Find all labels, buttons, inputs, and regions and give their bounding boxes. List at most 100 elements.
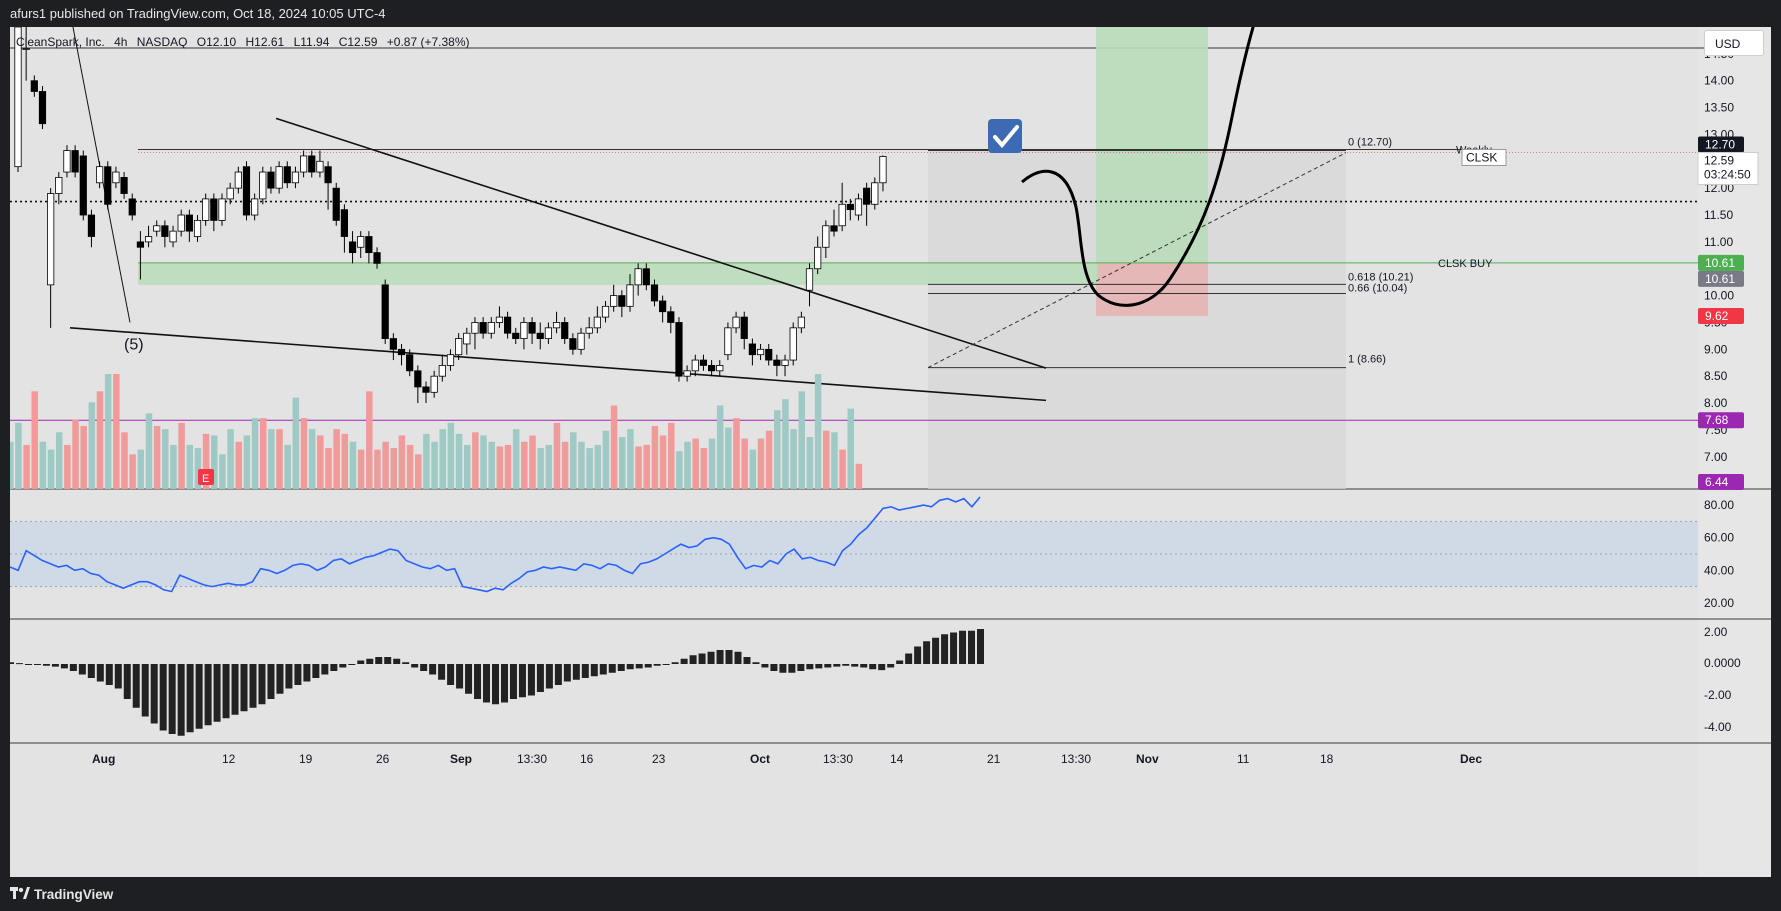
time-tick: Sep [450,752,472,766]
candle [773,359,781,366]
volume-bar [382,441,389,489]
price-axis-label [1698,254,1744,271]
macd-bar [608,664,616,673]
candle [55,177,63,194]
macd-bar [7,662,14,664]
volume-bar [716,405,724,489]
macd-bar [411,664,419,668]
volume-bar [855,463,863,489]
macd-bar [420,664,428,671]
candle [814,246,822,270]
fib-label: 0 (12.70) [1348,137,1392,149]
volume-bar [529,435,536,489]
macd-bar [159,664,167,731]
macd-bar [465,664,473,694]
macd-bar [617,664,625,671]
chart-canvas[interactable]: 0 (12.70) 0.618 (10.21)0.66 (10.04) 1 (8.6… [7,16,1771,877]
volume-bar [725,427,732,489]
time-tick: 12 [222,752,236,766]
price-axis-label-text: 10.61 [1705,256,1735,270]
volume-bar [463,444,471,489]
candle [471,322,479,334]
volume-bar [308,429,316,489]
macd-bar [240,664,248,712]
candle [128,198,136,216]
macd-bar [69,664,77,671]
candle [234,171,242,189]
macd-bar [680,658,688,664]
volume-bar [765,430,773,489]
currency-button[interactable]: USD [1704,30,1764,56]
candle [463,332,471,345]
macd-bar [321,664,329,675]
candle [797,316,805,329]
candle [438,365,446,377]
volume-bar [259,418,267,489]
tradingview-brand[interactable]: TradingView [34,887,114,902]
macd-bar [527,664,535,696]
candle [316,160,324,173]
volume-bar [113,374,120,489]
candle [544,327,553,339]
macd-bar [572,664,580,680]
volume-bar [15,422,22,489]
macd-bar [869,664,877,670]
candle [177,214,185,232]
macd-bar [743,657,751,664]
volume-bar [415,454,422,489]
macd-bar [752,662,760,664]
macd-bar [303,664,311,682]
candle [47,193,55,286]
volume-bar [357,449,365,489]
time-tick: 19 [299,752,313,766]
price-axis-label [1698,308,1744,325]
candle [291,171,300,184]
macd-tick: -4.00 [1704,720,1732,734]
candle [512,332,520,339]
candle [340,209,349,237]
candle [144,236,153,243]
candle [708,365,716,372]
candle [863,187,871,205]
candle [716,365,724,372]
candle [634,268,642,286]
macd-bar [393,658,401,664]
macd-bar [707,651,715,664]
legend-symbol[interactable]: CleanSpark, Inc. [16,35,105,49]
candle [520,322,528,339]
macd-bar [141,664,149,717]
volume-bar [831,432,838,489]
fib-label: 0.66 (10.04) [1348,282,1407,294]
volume-bar [178,422,185,489]
volume-bar [39,441,47,489]
price-tick: 14.00 [1704,74,1734,88]
candle [683,370,691,377]
candle [781,359,789,366]
chart-frame[interactable]: 0 (12.70) 0.618 (10.21) 0.66 (10.04) 1 (8.6… [7,16,1771,877]
macd-bar [375,657,383,664]
macd-bar [177,664,185,736]
price-axis-label-text: 6.44 [1705,475,1729,489]
macd-bar [590,664,598,677]
candle [879,156,887,184]
candle [699,359,708,366]
macd-bar [878,664,886,671]
volume-bar [798,391,806,489]
candle [561,322,569,339]
buy-label: CLSK BUY [1438,258,1493,270]
last-price-tag [1697,151,1759,185]
macd-bar [105,664,113,685]
macd-bar [824,664,832,668]
tradingview-logo-icon[interactable] [10,887,30,901]
macd-bar [950,632,958,664]
price-tick: 10.00 [1704,289,1734,303]
candle [748,343,757,356]
candle [161,225,169,237]
volume-bar [431,441,438,489]
macd-bar [312,664,320,678]
macd-bar [716,650,724,664]
macd-bar [78,664,86,675]
candle [389,338,397,350]
candle [381,284,389,339]
volume-bar [23,444,30,489]
